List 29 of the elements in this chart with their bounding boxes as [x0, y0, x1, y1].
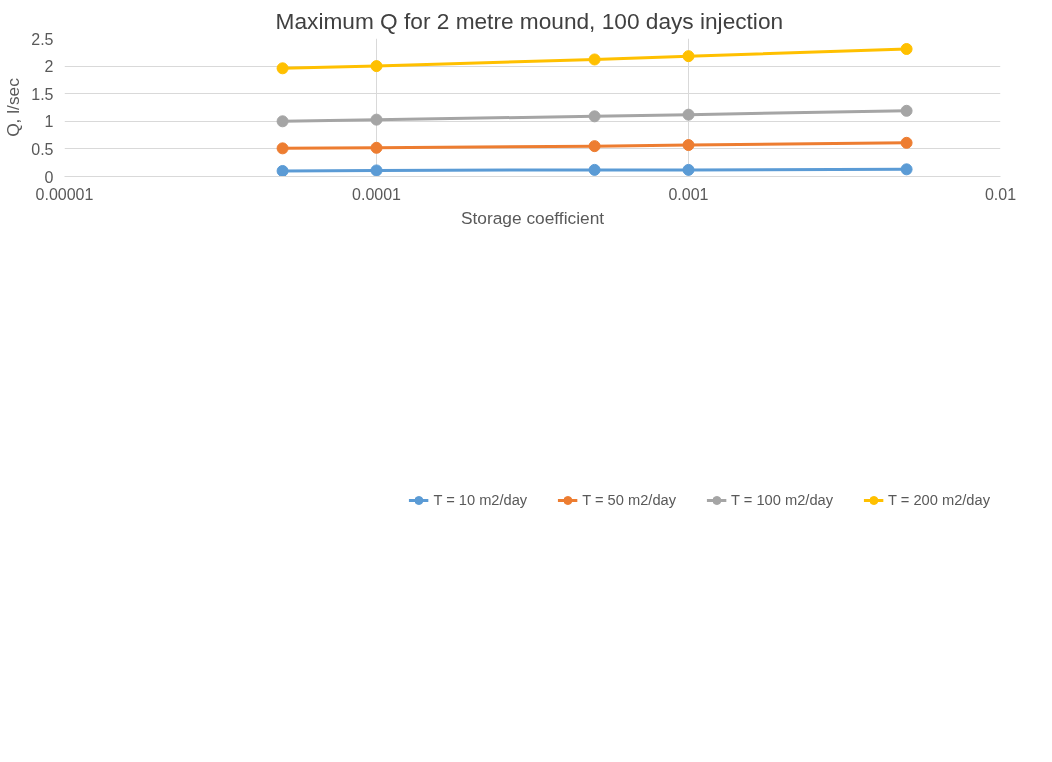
x-tick-label: 0.01 — [984, 185, 1017, 203]
point — [276, 142, 289, 155]
point — [276, 164, 289, 177]
point — [588, 163, 601, 176]
point — [900, 136, 913, 149]
y-tick-label: 0 — [44, 168, 54, 186]
x-axis-title: Storage coefficient — [460, 207, 605, 228]
point — [900, 43, 913, 55]
legend-label: T = 100 m2/day — [731, 492, 834, 508]
point — [276, 62, 289, 75]
point — [588, 110, 601, 123]
point — [276, 115, 289, 128]
y-tick-label: 0.5 — [31, 140, 54, 158]
point — [900, 104, 913, 117]
y-tick-label: 2.5 — [31, 30, 54, 48]
legend-label: T = 10 m2/day — [433, 492, 528, 508]
point — [588, 53, 601, 66]
legend-label: T = 200 m2/day — [888, 492, 990, 508]
chart-title: Maximum Q for 2 metre mound, 100 days injection — [275, 7, 784, 34]
point — [588, 140, 601, 153]
y-tick-label: 2 — [44, 58, 54, 76]
x-tick-label: 0.00001 — [35, 185, 94, 203]
y-tick-label: 1 — [44, 113, 54, 131]
x-tick-label: 0.0001 — [352, 185, 402, 203]
x-tick-label: 0.001 — [668, 185, 709, 203]
point — [900, 163, 913, 176]
y-tick-label: 1.5 — [31, 85, 54, 103]
y-axis-title: Q, l/sec — [3, 77, 24, 137]
legend-label: T = 50 m2/day — [582, 492, 677, 508]
